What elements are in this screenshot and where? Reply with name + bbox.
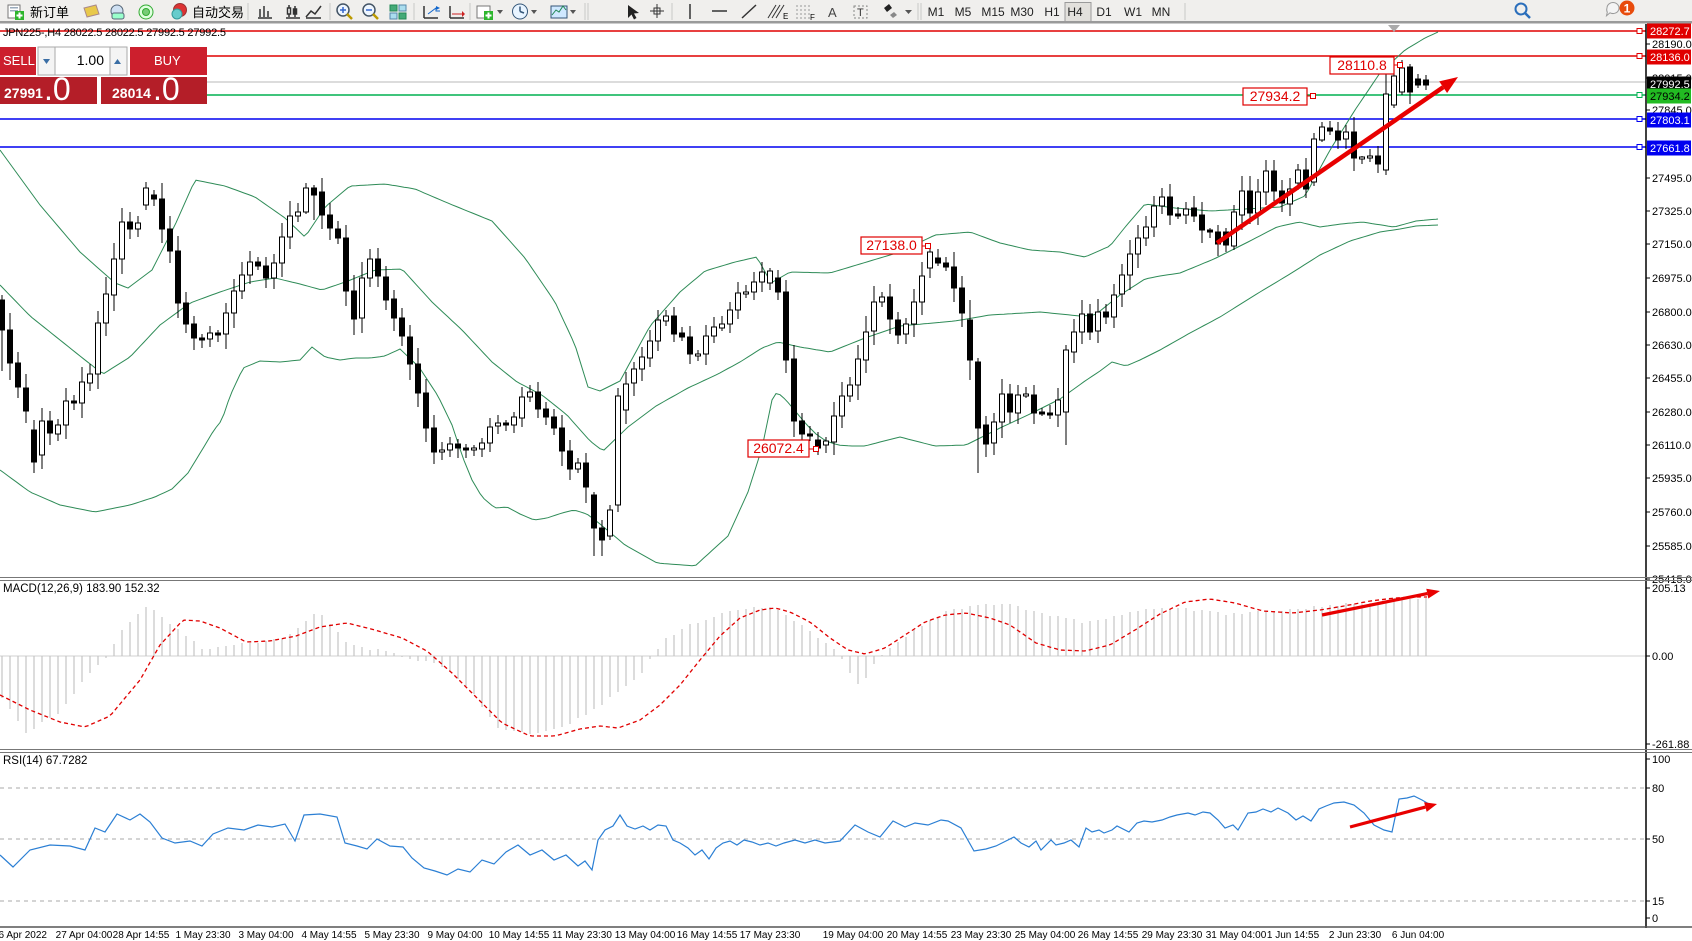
svg-text:.0: .0 [44,71,71,107]
svg-text:6 Jun 04:00: 6 Jun 04:00 [1392,930,1445,941]
svg-text:25585.0: 25585.0 [1652,541,1692,553]
svg-text:28272.7: 28272.7 [1650,26,1690,38]
svg-text:26 Apr 2022: 26 Apr 2022 [0,930,47,941]
svg-text:27 Apr 04:00: 27 Apr 04:00 [56,930,113,941]
svg-text:28014: 28014 [112,85,151,101]
svg-text:M15: M15 [981,5,1005,19]
svg-text:26 May 14:55: 26 May 14:55 [1078,930,1139,941]
svg-text:1.00: 1.00 [77,52,104,68]
svg-text:9 May 04:00: 9 May 04:00 [427,930,482,941]
svg-text:13 May 04:00: 13 May 04:00 [615,930,676,941]
svg-text:50: 50 [1652,834,1664,846]
svg-text:11 May 23:30: 11 May 23:30 [552,930,612,941]
svg-text:自动交易: 自动交易 [192,5,244,20]
svg-text:T: T [857,7,864,19]
svg-text:25935.0: 25935.0 [1652,473,1692,485]
svg-text:27991: 27991 [4,85,43,101]
svg-text:MACD(12,26,9) 183.90 152.32: MACD(12,26,9) 183.90 152.32 [3,583,160,595]
svg-text:H4: H4 [1067,5,1083,19]
svg-text:28190.0: 28190.0 [1652,39,1692,51]
svg-text:0.00: 0.00 [1652,651,1673,663]
svg-text:BUY: BUY [154,53,181,68]
svg-text:5 May 23:30: 5 May 23:30 [364,930,419,941]
svg-text:A: A [828,5,837,20]
svg-text:H1: H1 [1044,5,1060,19]
svg-text:.0: .0 [153,71,180,107]
svg-text:16 May 14:55: 16 May 14:55 [677,930,738,941]
svg-text:26630.0: 26630.0 [1652,340,1692,352]
svg-text:28110.8: 28110.8 [1337,57,1387,73]
svg-text:1 May 23:30: 1 May 23:30 [175,930,230,941]
svg-text:JPN225-,H4 28022.5 28022.5 27: JPN225-,H4 28022.5 28022.5 27992.5 27992… [3,27,226,39]
svg-text:4 May 14:55: 4 May 14:55 [301,930,356,941]
svg-text:3 May 04:00: 3 May 04:00 [238,930,293,941]
svg-text:27150.0: 27150.0 [1652,239,1692,251]
svg-text:MN: MN [1152,5,1171,19]
svg-text:RSI(14) 67.7282: RSI(14) 67.7282 [3,755,87,767]
svg-text:25760.0: 25760.0 [1652,507,1692,519]
svg-text:26455.0: 26455.0 [1652,373,1692,385]
svg-text:17 May 23:30: 17 May 23:30 [740,930,801,941]
svg-text:1 Jun 14:55: 1 Jun 14:55 [1267,930,1320,941]
svg-text:26975.0: 26975.0 [1652,273,1692,285]
svg-text:0: 0 [1652,913,1658,925]
svg-text:M1: M1 [928,5,945,19]
svg-text:15: 15 [1652,896,1664,908]
svg-text:26110.0: 26110.0 [1652,440,1691,452]
svg-text:205.13: 205.13 [1652,583,1686,595]
svg-text:27803.1: 27803.1 [1650,115,1690,127]
svg-text:23 May 23:30: 23 May 23:30 [951,930,1012,941]
svg-text:27495.0: 27495.0 [1652,173,1692,185]
svg-text:-261.88: -261.88 [1652,739,1689,751]
svg-text:80: 80 [1652,783,1664,795]
svg-text:27992.5: 27992.5 [1650,79,1690,91]
svg-text:26072.4: 26072.4 [753,440,804,456]
svg-text:28136.0: 28136.0 [1650,52,1690,64]
svg-text:20 May 14:55: 20 May 14:55 [887,930,948,941]
svg-text:26280.0: 26280.0 [1652,407,1692,419]
svg-text:SELL: SELL [3,53,35,68]
svg-text:E: E [783,12,788,21]
svg-text:W1: W1 [1124,5,1142,19]
svg-text:新订单: 新订单 [30,5,69,20]
svg-text:29 May 23:30: 29 May 23:30 [1142,930,1203,941]
svg-text:27325.0: 27325.0 [1652,206,1692,218]
svg-text:M30: M30 [1010,5,1034,19]
svg-text:27661.8: 27661.8 [1650,143,1690,155]
svg-text:100: 100 [1652,754,1670,766]
svg-text:26800.0: 26800.0 [1652,307,1692,319]
svg-text:19 May 04:00: 19 May 04:00 [823,930,884,941]
svg-text:31 May 04:00: 31 May 04:00 [1206,930,1267,941]
svg-text:D1: D1 [1096,5,1112,19]
svg-text:27934.2: 27934.2 [1250,88,1301,104]
svg-text:M5: M5 [955,5,972,19]
svg-text:28 Apr 14:55: 28 Apr 14:55 [113,930,170,941]
svg-text:27934.2: 27934.2 [1650,91,1690,103]
svg-text:F: F [810,13,815,22]
svg-text:1: 1 [1624,2,1631,16]
svg-text:10 May 14:55: 10 May 14:55 [489,930,550,941]
svg-text:2 Jun 23:30: 2 Jun 23:30 [1329,930,1382,941]
svg-text:27138.0: 27138.0 [866,237,917,253]
svg-text:25 May 04:00: 25 May 04:00 [1015,930,1076,941]
